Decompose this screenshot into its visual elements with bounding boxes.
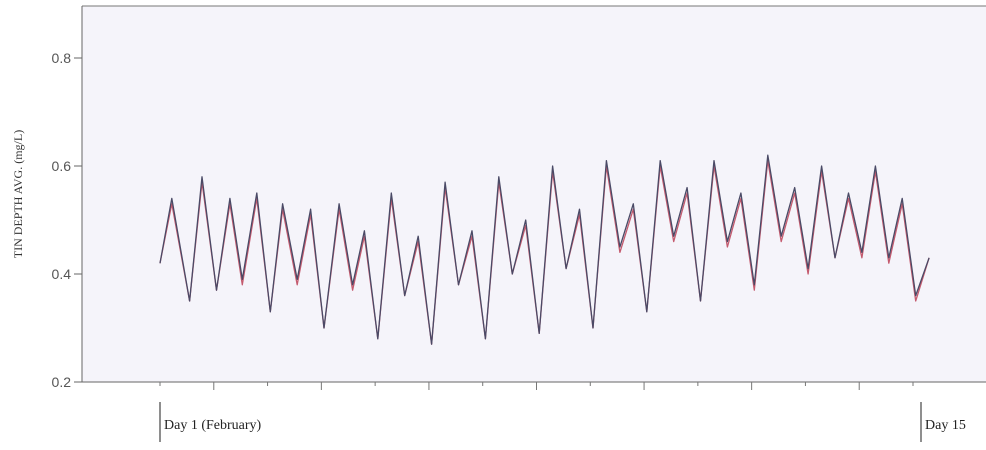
y-tick-label: 0.8 (52, 50, 72, 66)
y-tick-label: 0.6 (52, 158, 72, 174)
y-tick-label: 0.2 (52, 374, 72, 390)
day-marker-label: Day 15 (925, 418, 966, 433)
day-marker-label: Day 1 (February) (164, 418, 262, 433)
y-tick-label: 0.4 (52, 266, 72, 282)
y-axis-label: TIN DEPTH AVG. (mg/L) (11, 130, 25, 258)
tick-labels: 0.2 0.4 0.6 0.8 (52, 50, 914, 390)
day-markers: Day 1 (February) Day 15 (159, 402, 966, 442)
series-line-1 (159, 154, 930, 345)
axes (81, 6, 986, 383)
plot-area (82, 6, 986, 382)
series-group (159, 154, 930, 345)
